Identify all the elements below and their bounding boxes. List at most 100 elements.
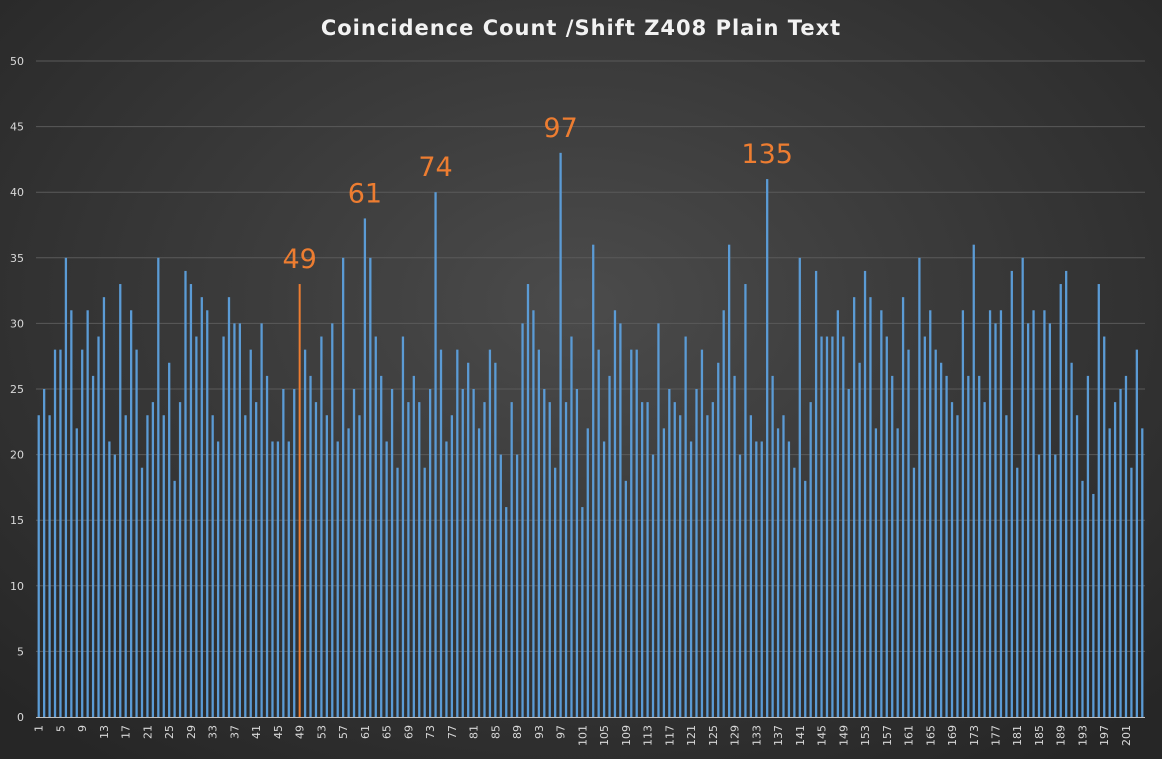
x-tick-label: 21 bbox=[141, 725, 154, 739]
bar bbox=[1135, 349, 1138, 717]
bar bbox=[53, 349, 57, 717]
bar bbox=[613, 310, 617, 717]
bar bbox=[749, 415, 753, 717]
bar bbox=[1086, 375, 1090, 717]
x-tick-label: 17 bbox=[120, 725, 133, 739]
bar bbox=[858, 362, 861, 717]
bar bbox=[831, 336, 834, 717]
bar bbox=[673, 402, 676, 717]
bar bbox=[1081, 480, 1084, 717]
bar bbox=[189, 284, 193, 717]
bar bbox=[1124, 375, 1128, 717]
bars bbox=[37, 152, 1144, 718]
bar bbox=[233, 323, 236, 717]
x-tick-label: 177 bbox=[990, 725, 1003, 746]
bar bbox=[48, 415, 51, 717]
x-tick-label: 1 bbox=[33, 725, 46, 732]
bar bbox=[385, 441, 388, 717]
bar bbox=[157, 257, 160, 717]
bar bbox=[494, 362, 497, 717]
bar bbox=[1026, 323, 1030, 717]
annotation-label: 49 bbox=[282, 244, 316, 275]
x-tick-label: 41 bbox=[250, 725, 263, 739]
bar bbox=[798, 257, 801, 717]
bar bbox=[1103, 336, 1106, 717]
bar bbox=[771, 375, 774, 717]
bar bbox=[570, 336, 573, 717]
bar bbox=[999, 310, 1003, 717]
x-tick-label: 153 bbox=[859, 725, 872, 746]
y-tick-label: 15 bbox=[10, 514, 24, 527]
bar bbox=[238, 323, 242, 717]
bar bbox=[200, 297, 203, 717]
bar bbox=[499, 454, 502, 717]
bar bbox=[265, 375, 269, 717]
bar bbox=[1108, 428, 1111, 717]
bar bbox=[842, 336, 845, 717]
bar bbox=[934, 349, 937, 717]
y-tick-label: 10 bbox=[10, 580, 24, 593]
bar bbox=[102, 297, 106, 717]
bar bbox=[309, 375, 312, 717]
bar bbox=[1075, 415, 1079, 717]
bar bbox=[548, 402, 551, 717]
bar bbox=[766, 179, 769, 717]
x-tick-label: 81 bbox=[468, 725, 481, 739]
bar bbox=[918, 257, 921, 717]
bar bbox=[206, 310, 209, 717]
bar bbox=[929, 310, 932, 717]
bar bbox=[222, 336, 225, 717]
bar bbox=[287, 441, 290, 717]
bar bbox=[787, 441, 791, 717]
bar bbox=[342, 257, 345, 717]
x-tick-label: 201 bbox=[1120, 725, 1133, 746]
bar bbox=[320, 336, 323, 717]
bar bbox=[651, 454, 655, 717]
bar bbox=[467, 362, 470, 717]
bar bbox=[336, 441, 339, 717]
bar bbox=[662, 428, 666, 717]
bar bbox=[423, 467, 426, 717]
annotation-label: 74 bbox=[418, 152, 452, 183]
bar bbox=[434, 192, 437, 717]
bar bbox=[347, 428, 350, 717]
bar bbox=[939, 362, 943, 717]
x-tick-label: 125 bbox=[707, 725, 720, 746]
bar bbox=[97, 336, 100, 717]
y-tick-label: 5 bbox=[17, 645, 24, 658]
x-tick-label: 69 bbox=[402, 725, 415, 739]
x-tick-label: 129 bbox=[729, 725, 742, 746]
annotation-label: 61 bbox=[348, 178, 382, 209]
bar bbox=[722, 310, 725, 717]
bar bbox=[59, 349, 62, 717]
bar bbox=[956, 415, 959, 717]
y-tick-label: 45 bbox=[10, 121, 24, 134]
bar bbox=[1048, 323, 1052, 717]
bar bbox=[689, 441, 693, 717]
bar bbox=[1113, 402, 1117, 717]
bar bbox=[684, 336, 687, 717]
bar bbox=[581, 507, 584, 717]
bar bbox=[619, 323, 622, 717]
bar bbox=[554, 467, 557, 717]
bar bbox=[396, 467, 399, 717]
bar bbox=[363, 218, 367, 717]
x-tick-label: 181 bbox=[1011, 725, 1024, 746]
x-tick-labels: 1 5 9 13 17 21 25 29 33 37 41 45 49 53 57 61 65 69 73 77 81 8… bbox=[33, 725, 1133, 746]
bar bbox=[64, 257, 68, 717]
bar bbox=[162, 415, 165, 717]
bar bbox=[184, 270, 187, 717]
bar bbox=[1010, 270, 1013, 717]
x-tick-label: 97 bbox=[555, 725, 568, 739]
bar bbox=[983, 402, 986, 717]
y-tick-label: 0 bbox=[17, 711, 24, 724]
bar bbox=[1065, 270, 1068, 717]
bar bbox=[564, 402, 568, 717]
bar bbox=[586, 428, 589, 717]
x-tick-label: 77 bbox=[446, 725, 459, 739]
bar bbox=[1043, 310, 1046, 717]
x-tick-label: 37 bbox=[228, 725, 241, 739]
bar bbox=[532, 310, 535, 717]
bar bbox=[483, 402, 486, 717]
x-tick-label: 165 bbox=[924, 725, 937, 746]
